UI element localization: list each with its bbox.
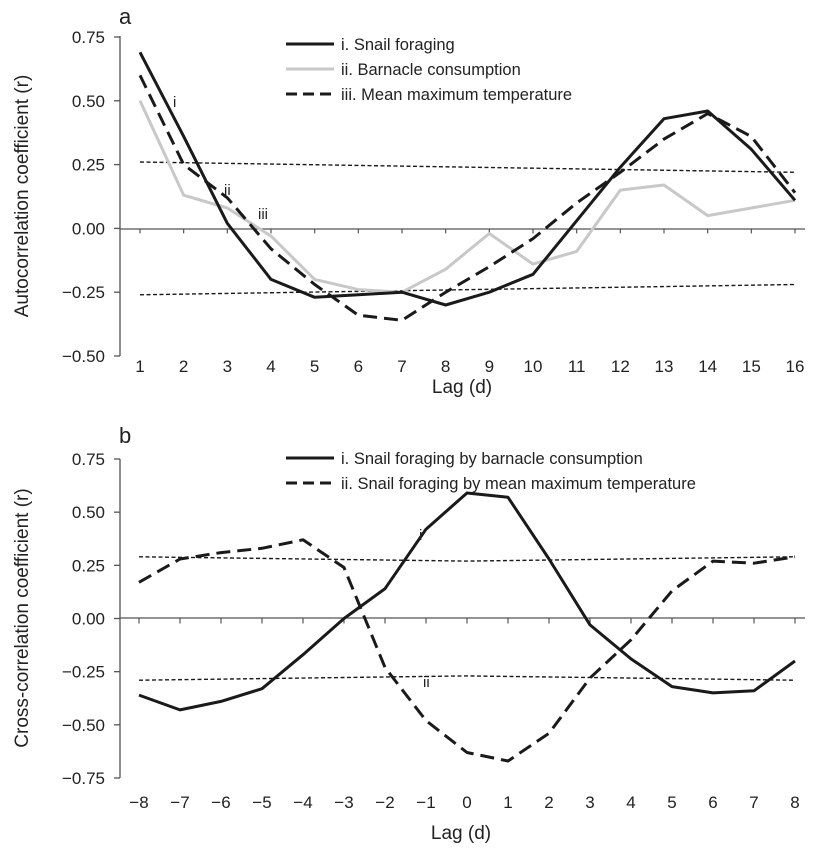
panel-b-y-tick-label: −0.75 [62, 769, 105, 788]
panel-a-series [138, 51, 797, 322]
panel-b-x-tick-label: 7 [749, 793, 758, 812]
panel-b-x-tick-label: −4 [293, 793, 312, 812]
panel-b-x-tick-label: 8 [790, 793, 799, 812]
panel-a-y-tick-label: 0.00 [72, 219, 105, 238]
panel-b-legend: i. Snail foraging by barnacle consumptio… [286, 450, 696, 493]
panel-b-x-tick-label: 2 [544, 793, 553, 812]
panel-a-series-line-i-snail-foraging [138, 51, 797, 307]
panel-a-x-tick-label: 7 [397, 357, 406, 376]
panel-b-x-tick-label: −8 [129, 793, 148, 812]
panel-a-x-tick-label: 6 [354, 357, 363, 376]
panel-a-x-tick-label: 4 [266, 357, 275, 376]
panel-a: a −0.50−0.250.000.250.500.75 1 2 3 4 5 6 7 8 9 10… [12, 4, 805, 398]
panel-a-x-ticks: 1 2 3 4 5 6 7 8 9 10 11 12 13 14 15 16 [135, 228, 804, 376]
panel-a-x-tick-label: 14 [698, 357, 717, 376]
panel-a-y-tick-label: 0.75 [72, 28, 105, 47]
annotation-i: i [173, 94, 176, 111]
annotation-ii: ii [224, 182, 231, 199]
panel-a-y-tick-label: −0.50 [62, 347, 105, 366]
panel-a-confidence-bound-lower [139, 283, 796, 296]
panel-b-series-line-ii-snail-foraging-by-mean-maximum-temperature [138, 538, 796, 763]
panel-b-confidence-bound-upper [138, 556, 796, 562]
panel-a-x-tick-label: 15 [742, 357, 761, 376]
panel-b-x-tick-label: 3 [585, 793, 594, 812]
panel-a-confidence-bound-upper [139, 161, 796, 173]
panel-a-x-tick-label: 5 [310, 357, 319, 376]
panel-a-y-tick-label: −0.25 [62, 283, 105, 302]
panel-b-x-tick-label: −1 [416, 793, 435, 812]
panel-b-y-ticks: −0.75 −0.50 −0.25 0.00 0.25 0.50 0.75 [62, 450, 120, 788]
panel-b-x-axis-label: Lag (d) [431, 823, 491, 844]
panel-a-x-tick-label: 2 [179, 357, 188, 376]
legend-label-mean-maximum-temperature: iii. Mean maximum temperature [341, 86, 572, 104]
panel-a-x-tick-label: 13 [655, 357, 674, 376]
panel-a-y-ticks: −0.50 −0.25 0.00 0.25 0.50 0.75 [62, 28, 120, 366]
panel-a-x-tick-label: 12 [611, 357, 630, 376]
panel-b-x-tick-label: 5 [667, 793, 676, 812]
panel-b-y-axis-label: Cross-correlation coefficient (r) [12, 488, 33, 747]
panel-b-x-tick-label: −6 [211, 793, 230, 812]
annotation-b-ii: ii [423, 674, 430, 691]
panel-a-x-tick-label: 1 [135, 357, 144, 376]
panel-b-x-tick-label: 6 [708, 793, 717, 812]
panel-a-x-tick-label: 11 [568, 357, 586, 376]
panel-b-y-tick-label: 0.75 [72, 450, 105, 469]
panel-a-series-line-ii-barnacle-consumption [138, 100, 796, 294]
panel-b-x-tick-label: 0 [462, 793, 471, 812]
annotation-iii: iii [258, 206, 268, 223]
panel-a-x-tick-label: 8 [441, 357, 450, 376]
panel-a-x-tick-label: 16 [786, 357, 805, 376]
legend-label-snail-foraging: i. Snail foraging [341, 36, 455, 54]
panel-b-y-tick-label: 0.00 [72, 610, 105, 629]
panel-b-x-tick-label: 4 [626, 793, 635, 812]
panel-b-x-tick-label: 1 [503, 793, 512, 812]
panel-a-x-tick-label: 3 [223, 357, 232, 376]
panel-b-y-tick-label: −0.25 [62, 663, 105, 682]
panel-b-x-tick-label: −5 [252, 793, 271, 812]
panel-b: b −0.75 −0.50 −0.25 0.00 0.25 0.50 0.75 −8 −7 −6… [12, 423, 805, 844]
panel-b-series [138, 491, 796, 763]
panel-b-y-tick-label: 0.50 [72, 503, 105, 522]
panel-b-x-tick-label: −3 [334, 793, 353, 812]
panel-b-confidence-bounds [138, 556, 796, 681]
panel-a-series-line-iii-mean-maximum-temperature [138, 74, 797, 322]
panel-a-y-tick-label: 0.25 [72, 156, 105, 175]
legend-label-barnacle-consumption: ii. Barnacle consumption [341, 61, 521, 79]
panel-b-label: b [119, 423, 131, 448]
panel-a-label: a [119, 4, 132, 29]
panel-b-confidence-bound-lower [138, 675, 796, 681]
annotation-b-i: i [419, 527, 422, 544]
panel-b-y-tick-label: −0.50 [62, 716, 105, 735]
panel-a-x-axis-label: Lag (d) [432, 377, 492, 398]
panel-a-y-tick-label: 0.50 [72, 92, 105, 111]
panel-a-y-axis-label: Autocorrelation coefficient (r) [12, 75, 33, 318]
legend-label-snail-by-barnacle: i. Snail foraging by barnacle consumptio… [341, 450, 643, 468]
panel-a-x-tick-label: 9 [485, 357, 494, 376]
panel-b-series-line-i-snail-foraging-by-barnacle-consumption [138, 491, 796, 712]
panel-b-x-ticks: −8 −7 −6 −5 −4 −3 −2 −1 0 1 2 3 4 5 6 7 8 [129, 618, 800, 812]
panel-b-x-tick-label: −7 [170, 793, 189, 812]
panel-a-confidence-bounds [139, 161, 796, 296]
panel-a-legend: i. Snail foraging ii. Barnacle consumpti… [286, 36, 572, 104]
panel-b-x-tick-label: −2 [375, 793, 394, 812]
legend-label-snail-by-temperature: ii. Snail foraging by mean maximum tempe… [341, 475, 696, 493]
panel-a-x-tick-label: 10 [524, 357, 543, 376]
panel-b-y-tick-label: 0.25 [72, 556, 105, 575]
